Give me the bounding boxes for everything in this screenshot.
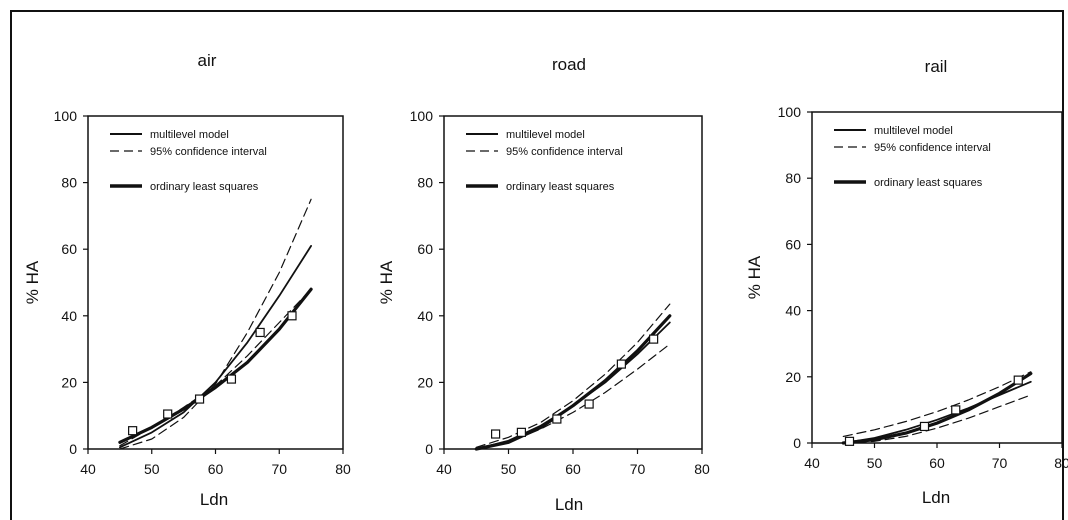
y-tick-label: 0 — [425, 441, 433, 457]
data-point-marker — [128, 426, 138, 436]
legend-label: ordinary least squares — [506, 181, 615, 193]
data-point-marker — [226, 374, 237, 384]
legend-label: multilevel model — [506, 129, 585, 141]
y-tick-label: 60 — [61, 241, 77, 257]
x-tick-label: 60 — [929, 455, 945, 471]
series-line-ordinary-least-squares — [474, 314, 672, 451]
chart-title: air — [198, 51, 217, 70]
x-tick-label: 50 — [501, 461, 517, 477]
chart-title: rail — [925, 57, 948, 76]
y-tick-label: 80 — [417, 175, 433, 191]
y-tick-label: 20 — [785, 369, 801, 385]
x-axis-label: Ldn — [922, 488, 950, 507]
data-point-marker — [951, 405, 961, 415]
x-tick-label: 50 — [867, 455, 883, 471]
data-point-marker — [844, 436, 855, 446]
y-axis-label: % HA — [377, 260, 396, 304]
x-axis-label: Ldn — [555, 495, 583, 514]
y-axis-label: % HA — [745, 255, 764, 299]
x-tick-label: 70 — [630, 461, 646, 477]
data-point-marker — [516, 427, 527, 437]
x-tick-label: 40 — [80, 461, 96, 477]
series-line-confidence-bound — [842, 371, 1032, 437]
legend-label: 95% confidence interval — [506, 146, 623, 158]
x-tick-label: 50 — [144, 461, 160, 477]
data-point-marker — [616, 359, 626, 369]
y-tick-label: 0 — [793, 435, 801, 451]
data-point-marker — [584, 399, 594, 409]
data-point-marker — [255, 327, 265, 338]
data-point-marker — [919, 421, 930, 432]
y-tick-label: 60 — [417, 241, 433, 257]
x-tick-label: 80 — [1054, 455, 1068, 471]
y-tick-label: 60 — [785, 236, 801, 252]
y-tick-label: 40 — [417, 308, 433, 324]
x-tick-label: 80 — [694, 461, 710, 477]
data-point-marker — [194, 394, 205, 404]
x-tick-label: 40 — [436, 461, 452, 477]
legend-label: 95% confidence interval — [874, 142, 991, 154]
data-point-marker — [163, 409, 173, 419]
legend-label: ordinary least squares — [150, 181, 259, 193]
data-point-marker — [491, 429, 501, 439]
data-point-marker — [287, 311, 297, 321]
legend-label: multilevel model — [874, 125, 953, 137]
x-tick-label: 40 — [804, 455, 820, 471]
y-tick-label: 40 — [61, 308, 77, 324]
y-tick-label: 100 — [778, 104, 802, 120]
y-tick-label: 0 — [69, 441, 77, 457]
y-tick-label: 100 — [410, 108, 434, 124]
legend-label: ordinary least squares — [874, 177, 983, 189]
legend-label: 95% confidence interval — [150, 146, 267, 158]
data-point-marker — [649, 334, 659, 344]
y-axis-label: % HA — [23, 260, 42, 304]
series-line-confidence-bound — [475, 303, 671, 448]
legend-label: multilevel model — [150, 129, 229, 141]
figure-frame — [10, 10, 1064, 520]
x-tick-label: 60 — [208, 461, 224, 477]
x-tick-label: 70 — [992, 455, 1008, 471]
series-line-confidence-bound — [119, 198, 312, 450]
y-tick-label: 100 — [54, 108, 78, 124]
data-point-marker — [552, 414, 562, 424]
y-tick-label: 40 — [785, 303, 801, 319]
y-tick-label: 20 — [417, 374, 433, 390]
x-tick-label: 60 — [565, 461, 581, 477]
y-tick-label: 80 — [785, 170, 801, 186]
x-axis-label: Ldn — [200, 490, 228, 509]
data-point-marker — [1013, 375, 1023, 385]
x-tick-label: 70 — [271, 461, 287, 477]
x-tick-label: 80 — [335, 461, 351, 477]
chart-title: road — [552, 55, 586, 74]
series-line-ordinary-least-squares — [841, 371, 1033, 445]
series-line-ordinary-least-squares — [118, 287, 313, 444]
y-tick-label: 20 — [61, 374, 77, 390]
plot-area — [811, 111, 1063, 444]
series-line-multilevel-model — [119, 245, 312, 449]
y-tick-label: 80 — [61, 175, 77, 191]
